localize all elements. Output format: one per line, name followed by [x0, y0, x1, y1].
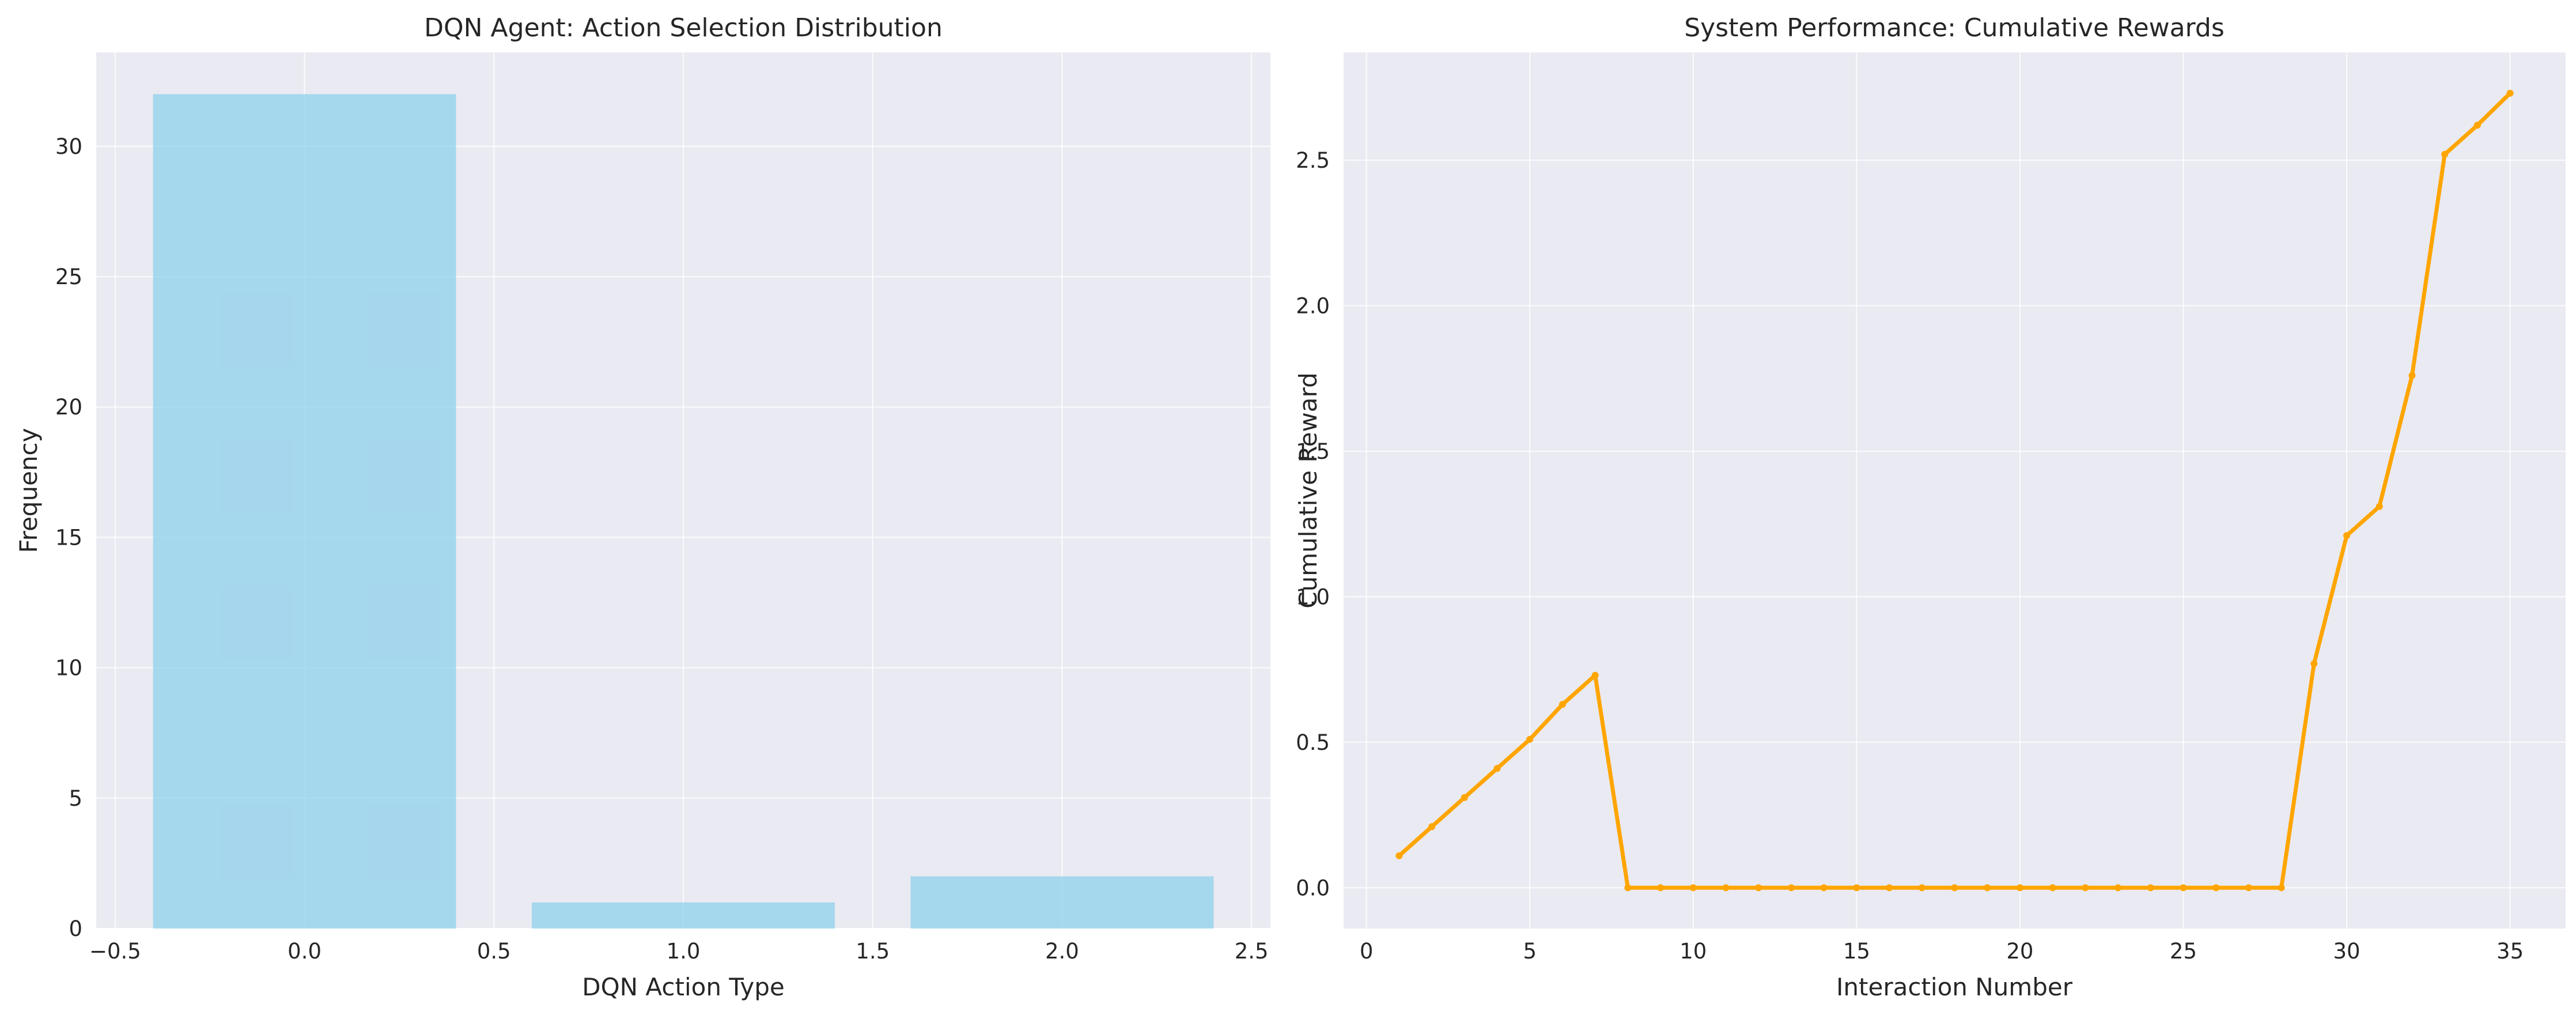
cumulative-reward-point [2082, 884, 2089, 892]
bar-chart-x-tick-label: 0.0 [288, 939, 321, 964]
bar-chart-y-tick-label: 0 [69, 916, 82, 941]
bar-action-1 [532, 902, 835, 929]
bar-chart-y-tick-label: 10 [55, 656, 82, 681]
line-chart-series [1395, 89, 2514, 892]
bar-chart-x-ticks: −0.5 0.0 0.5 1.0 1.5 2.0 2.5 [89, 939, 1269, 964]
bar-chart-x-axis-label: DQN Action Type [582, 973, 785, 1001]
bar-chart-y-tick-label: 5 [69, 786, 82, 811]
cumulative-reward-point [1591, 671, 1599, 679]
cumulative-reward-point [2049, 884, 2056, 892]
line-chart-x-tick-label: 30 [2333, 939, 2360, 964]
cumulative-reward-point [1428, 823, 1436, 831]
line-chart-x-ticks: 0 5 10 15 20 25 30 35 [1360, 939, 2524, 964]
line-chart-y-axis-label: Cumulative Reward [1294, 372, 1322, 608]
line-chart-y-tick-label: 1.0 [1296, 584, 1330, 609]
cumulative-reward-point [2212, 884, 2220, 892]
cumulative-reward-point [2016, 884, 2023, 892]
cumulative-reward-point [1951, 884, 1958, 892]
cumulative-reward-point [2245, 884, 2252, 892]
cumulative-reward-point [1853, 884, 1860, 892]
cumulative-reward-point [1559, 701, 1566, 708]
bar-chart-x-tick-label: 1.5 [856, 939, 890, 964]
cumulative-reward-point [2343, 532, 2351, 539]
line-chart-title: System Performance: Cumulative Rewards [1684, 13, 2225, 43]
cumulative-reward-point [2114, 884, 2122, 892]
line-chart-x-tick-label: 5 [1523, 939, 1537, 964]
line-chart-x-tick-label: 35 [2496, 939, 2524, 964]
bar-chart-x-tick-label: 0.5 [477, 939, 511, 964]
bar-chart-y-tick-label: 25 [55, 265, 82, 289]
line-chart-x-axis-label: Interaction Number [1836, 973, 2073, 1001]
cumulative-reward-point [1395, 852, 1403, 859]
line-chart-y-tick-label: 2.0 [1296, 293, 1330, 318]
cumulative-reward-point [1461, 794, 1468, 801]
line-chart: 0 5 10 15 20 25 30 35 0.0 0.5 1.0 1.5 2.0 2.5 System… [1294, 13, 2566, 1001]
line-chart-x-tick-label: 10 [1679, 939, 1707, 964]
cumulative-reward-point [1755, 884, 1762, 892]
line-chart-y-tick-label: 1.5 [1296, 439, 1330, 464]
bar-chart-x-tick-label: 1.0 [667, 939, 701, 964]
cumulative-reward-point [1624, 884, 1632, 892]
cumulative-reward-point [2473, 122, 2481, 129]
line-chart-y-tick-label: 2.5 [1296, 148, 1330, 173]
cumulative-reward-point [1984, 884, 1991, 892]
cumulative-reward-point [2441, 150, 2449, 158]
cumulative-reward-point [2408, 372, 2416, 379]
line-chart-y-ticks: 0.0 0.5 1.0 1.5 2.0 2.5 [1296, 148, 1330, 900]
bar-chart: −0.5 0.0 0.5 1.0 1.5 2.0 2.5 0 5 10 15 20 25 30 DQN … [14, 13, 1270, 1001]
bar-chart-x-tick-label: −0.5 [89, 939, 141, 964]
bar-chart-title: DQN Agent: Action Selection Distribution [424, 13, 943, 43]
cumulative-reward-point [2506, 89, 2514, 97]
line-chart-y-tick-label: 0.5 [1296, 730, 1330, 755]
cumulative-reward-point [2310, 660, 2318, 667]
bar-chart-bars [153, 94, 1214, 929]
line-chart-grid [1344, 52, 2566, 929]
cumulative-reward-point [1526, 735, 1534, 743]
bar-chart-y-axis-label: Frequency [14, 428, 43, 553]
line-chart-x-tick-label: 20 [2006, 939, 2033, 964]
cumulative-reward-point [2147, 884, 2154, 892]
bar-chart-y-tick-label: 20 [55, 395, 82, 420]
line-chart-x-tick-label: 0 [1360, 939, 1374, 964]
bar-action-2 [910, 876, 1214, 929]
cumulative-reward-point [1886, 884, 1893, 892]
bar-chart-y-tick-label: 30 [55, 134, 82, 159]
cumulative-reward-point [1493, 765, 1501, 772]
line-chart-x-tick-label: 15 [1843, 939, 1870, 964]
cumulative-reward-point [2375, 503, 2383, 510]
bar-chart-x-tick-label: 2.5 [1235, 939, 1269, 964]
cumulative-reward-point [2180, 884, 2187, 892]
cumulative-reward-point [2278, 884, 2285, 892]
bar-action-0 [153, 94, 456, 929]
cumulative-reward-point [1722, 884, 1730, 892]
cumulative-reward-point [1820, 884, 1828, 892]
bar-chart-x-tick-label: 2.0 [1045, 939, 1079, 964]
line-chart-y-tick-label: 0.0 [1296, 875, 1330, 900]
bar-chart-y-ticks: 0 5 10 15 20 25 30 [55, 134, 82, 941]
cumulative-reward-point [1918, 884, 1926, 892]
cumulative-reward-point [1689, 884, 1697, 892]
cumulative-reward-point [1657, 884, 1665, 892]
line-chart-x-tick-label: 25 [2170, 939, 2197, 964]
line-chart-plot-area [1344, 52, 2566, 929]
bar-chart-y-tick-label: 15 [55, 525, 82, 550]
cumulative-reward-point [1787, 884, 1795, 892]
